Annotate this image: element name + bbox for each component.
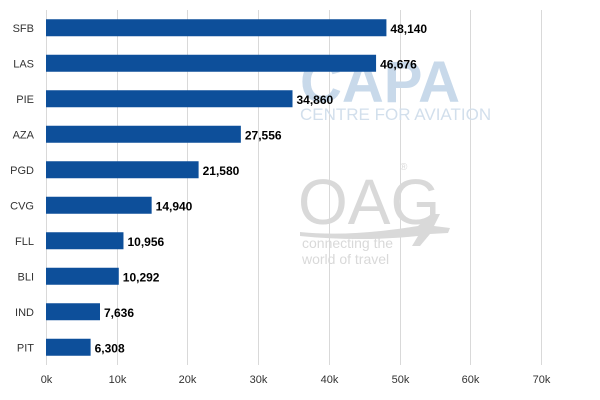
data-label: 7,636 (104, 306, 134, 320)
category-label: BLI (17, 271, 34, 283)
data-label: 14,940 (156, 199, 193, 213)
x-tick-label: 70k (533, 374, 551, 386)
category-label: CVG (10, 200, 34, 212)
x-tick-label: 40k (321, 374, 339, 386)
bars-group (46, 19, 387, 356)
data-label: 27,556 (245, 128, 282, 142)
capa-subtitle: CENTRE FOR AVIATION (300, 105, 491, 124)
bar (46, 338, 91, 356)
bar (46, 232, 124, 250)
category-label: PIT (17, 342, 34, 354)
value-axis: 0k 10k 20k 30k 40k 50k 60k 70k (41, 374, 551, 386)
bar (46, 90, 293, 108)
oag-registered-mark: ® (400, 162, 408, 173)
oag-tagline-2: world of travel (301, 251, 389, 267)
capa-watermark: CAPA CENTRE FOR AVIATION (300, 50, 491, 124)
x-tick-label: 60k (462, 374, 480, 386)
category-label: IND (15, 307, 34, 319)
data-label: 48,140 (390, 22, 427, 36)
category-label: PIE (16, 94, 34, 106)
bar (46, 19, 387, 37)
category-label: PGD (10, 165, 34, 177)
x-tick-label: 50k (392, 374, 410, 386)
category-label: SFB (13, 23, 34, 35)
oag-watermark: OAG ® connecting the world of travel (298, 162, 450, 267)
data-label: 10,292 (123, 270, 160, 284)
bar (46, 54, 377, 72)
data-label: 21,580 (203, 164, 240, 178)
category-axis: SFB LAS PIE AZA PGD CVG FLL BLI IND PIT (10, 23, 34, 355)
x-tick-label: 0k (41, 374, 53, 386)
bar (46, 267, 119, 285)
data-labels-group: 48,140 46,676 34,860 27,556 21,580 14,940 10,9… (95, 22, 428, 356)
x-tick-label: 20k (179, 374, 197, 386)
category-label: FLL (15, 236, 34, 248)
bar (46, 125, 241, 143)
x-tick-label: 10k (109, 374, 127, 386)
category-label: AZA (13, 129, 35, 141)
data-label: 6,308 (95, 341, 125, 355)
data-label: 34,860 (297, 93, 334, 107)
oag-tagline-1: connecting the (302, 235, 393, 251)
data-label: 10,956 (127, 235, 164, 249)
airplane-icon (300, 214, 450, 246)
bar (46, 196, 152, 214)
bar (46, 303, 100, 321)
data-label: 46,676 (380, 57, 417, 71)
bar (46, 161, 199, 179)
oag-logo: OAG (298, 166, 440, 238)
category-label: LAS (13, 58, 34, 70)
x-tick-label: 30k (250, 374, 268, 386)
